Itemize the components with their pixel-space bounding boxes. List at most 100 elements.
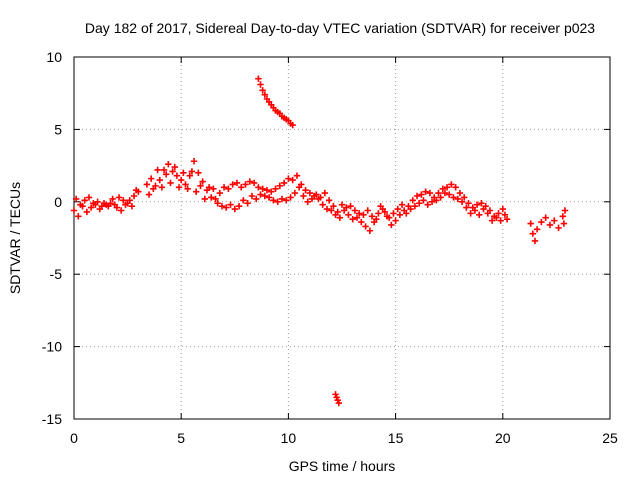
data-point: [422, 188, 429, 195]
data-point: [72, 195, 80, 203]
data-point: [499, 205, 506, 213]
data-point: [448, 181, 455, 188]
data-point: [162, 171, 170, 178]
data-point: [375, 210, 382, 217]
data-point: [216, 189, 223, 197]
data-point: [250, 179, 258, 187]
data-point: [413, 192, 421, 200]
data-point: [261, 91, 269, 98]
data-point: [392, 217, 399, 224]
x-axis-label: GPS time / hours: [289, 458, 396, 474]
data-point: [188, 168, 196, 175]
data-point: [533, 226, 541, 233]
data-point: [182, 181, 189, 188]
data-point: [270, 197, 277, 204]
data-point: [454, 195, 461, 203]
data-point: [560, 220, 568, 227]
data-point: [355, 210, 363, 217]
data-point: [276, 182, 284, 190]
data-point: [546, 221, 554, 229]
data-point: [173, 172, 181, 179]
data-point: [473, 201, 481, 208]
data-point: [280, 179, 288, 187]
data-point: [559, 213, 567, 220]
data-point: [358, 218, 365, 226]
data-point: [407, 205, 414, 213]
data-point: [347, 202, 354, 210]
data-point: [396, 211, 404, 219]
data-point: [328, 207, 335, 214]
data-point: [478, 200, 485, 207]
data-point: [345, 211, 352, 219]
data-point: [463, 204, 470, 211]
data-point: [349, 215, 356, 223]
data-point: [321, 189, 329, 197]
data-point: [229, 181, 236, 188]
data-point: [561, 207, 569, 214]
data-point: [150, 185, 157, 192]
data-point: [197, 182, 204, 190]
data-point: [268, 188, 275, 195]
y-tick-label: 0: [54, 194, 62, 210]
data-point: [435, 189, 442, 197]
data-point: [503, 215, 511, 223]
data-point: [109, 195, 116, 203]
data-point: [476, 211, 483, 219]
data-point: [259, 87, 266, 94]
data-point: [154, 166, 161, 174]
data-point: [167, 179, 174, 187]
data-point: [439, 185, 446, 192]
data-point: [287, 194, 294, 201]
data-point: [465, 200, 472, 207]
data-point: [227, 201, 234, 208]
data-point: [70, 207, 78, 214]
data-point: [111, 201, 118, 208]
data-point: [158, 184, 166, 191]
data-point: [220, 184, 228, 191]
data-point: [186, 172, 193, 179]
data-point: [377, 202, 384, 210]
data-point: [75, 213, 82, 220]
data-point: [461, 194, 468, 201]
data-point: [212, 195, 219, 203]
data-point: [87, 204, 95, 211]
data-point: [259, 185, 266, 192]
data-point: [458, 198, 466, 205]
x-tick-label: 15: [388, 430, 404, 446]
grid: [74, 57, 610, 419]
data-point: [426, 189, 434, 197]
y-tick-label: -10: [42, 339, 62, 355]
data-point: [246, 178, 254, 185]
data-point: [411, 202, 419, 210]
data-point: [255, 75, 262, 82]
data-point: [394, 205, 401, 213]
data-point: [368, 213, 376, 220]
data-point: [184, 185, 191, 192]
data-point: [94, 198, 101, 205]
data-point: [143, 181, 151, 188]
data-point: [283, 197, 290, 204]
data-point: [81, 197, 88, 204]
data-point: [493, 214, 500, 221]
data-point: [366, 227, 374, 234]
data-point: [452, 184, 459, 191]
x-axis-ticks: 0 5 10 15 20 25: [70, 57, 618, 446]
data-point: [218, 202, 226, 210]
data-point: [428, 198, 436, 205]
data-point: [90, 200, 97, 207]
data-point: [201, 195, 208, 203]
y-tick-label: -5: [50, 266, 63, 282]
data-point: [130, 192, 138, 200]
data-point: [420, 197, 427, 204]
data-point: [240, 197, 247, 204]
data-point: [85, 194, 93, 201]
data-point: [467, 210, 474, 217]
data-point: [488, 217, 496, 224]
data-point: [171, 163, 178, 171]
data-point: [115, 194, 123, 201]
data-point: [495, 210, 502, 217]
data-point: [335, 399, 342, 407]
data-point: [77, 201, 84, 208]
data-point: [325, 197, 333, 204]
data-point: [117, 207, 125, 214]
